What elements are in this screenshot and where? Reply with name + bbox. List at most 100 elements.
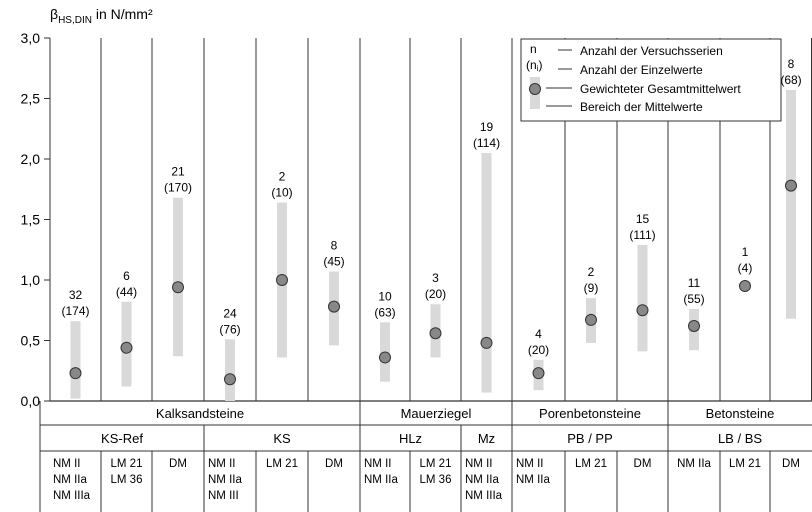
values-count: (4) xyxy=(738,261,753,275)
mean-dot xyxy=(172,281,184,294)
y-tick-label: 0,5 xyxy=(21,333,41,349)
series-count: 8 xyxy=(331,239,338,253)
range-bar xyxy=(225,339,235,401)
mean-dot xyxy=(739,280,751,293)
mortar-label: DM xyxy=(325,458,343,470)
mean-dot xyxy=(636,304,649,317)
mean-dot xyxy=(379,351,391,364)
values-count: (45) xyxy=(323,255,344,269)
group-label: Kalksandsteine xyxy=(156,406,244,421)
mortar-label: LM 36 xyxy=(111,474,143,486)
y-axis: 0,0 0,5 1,0 1,5 2,0 2,5 3,0 xyxy=(21,30,50,409)
range-bar xyxy=(481,152,492,393)
mortar-label: NM IIa xyxy=(53,474,87,486)
mortar-label: NM II xyxy=(516,458,543,470)
legend: n (ni) Anzahl der Versuchsserien Anzahl … xyxy=(520,38,782,122)
group-label: Porenbetonsteine xyxy=(539,406,641,421)
y-tick-label: 2,0 xyxy=(21,151,41,167)
y-tick-label: 3,0 xyxy=(21,30,41,46)
range-bar xyxy=(637,244,648,352)
mean-dot xyxy=(224,373,236,386)
series-count: 2 xyxy=(279,170,286,184)
values-count: (55) xyxy=(683,292,704,306)
category-table: Kalksandsteine Mauerziegel Porenbetonstein… xyxy=(39,401,812,512)
mortar-label: LM 36 xyxy=(420,474,452,486)
legend-item-3: Gewichteter Gesamtmittelwert xyxy=(580,82,741,96)
mortar-label: NM IIa xyxy=(208,474,242,486)
legend-item-4: Bereich der Mittelwerte xyxy=(580,100,703,114)
series-count: 4 xyxy=(535,327,542,341)
range-bars xyxy=(70,90,796,401)
subgroup-label: KS-Ref xyxy=(101,431,143,446)
series-count: 24 xyxy=(223,306,237,320)
series-count: 19 xyxy=(480,120,494,134)
mean-dot xyxy=(120,341,133,354)
mortar-label: LM 21 xyxy=(266,458,298,470)
mortar-label: LM 21 xyxy=(420,458,452,470)
mortar-label: NM IIIa xyxy=(53,490,91,502)
group-label: Mauerziegel xyxy=(401,406,472,421)
values-count: (174) xyxy=(61,304,89,318)
mortar-label: DM xyxy=(169,458,187,470)
mean-dot xyxy=(688,319,700,332)
legend-item-1: Anzahl der Versuchsserien xyxy=(580,44,723,58)
legend-item-2: Anzahl der Einzelwerte xyxy=(580,63,703,77)
values-count: (10) xyxy=(271,186,292,200)
series-count: 3 xyxy=(432,271,439,285)
values-count: (44) xyxy=(116,285,137,299)
legend-box xyxy=(520,38,782,122)
subgroup-label: PB / PP xyxy=(567,431,613,446)
series-count: 1 xyxy=(742,245,749,259)
mortar-label: NM II xyxy=(364,458,391,470)
mortar-label: NM II xyxy=(465,458,492,470)
values-count: (170) xyxy=(164,181,192,195)
mortar-label: LM 21 xyxy=(111,458,143,470)
series-count: 8 xyxy=(788,57,795,71)
mortar-label: LM 21 xyxy=(729,458,761,470)
legend-sym-ni: (ni) xyxy=(526,58,542,73)
group-label: Betonsteine xyxy=(706,406,775,421)
y-tick-label: 0,0 xyxy=(21,393,41,409)
mortar-label: NM III xyxy=(208,490,239,502)
mortar-label: DM xyxy=(634,458,652,470)
series-count: 32 xyxy=(69,288,83,302)
mortar-label: NM II xyxy=(53,458,80,470)
values-count: (20) xyxy=(425,287,446,301)
mean-dot xyxy=(785,179,797,192)
values-count: (114) xyxy=(473,136,500,150)
legend-mean-dot xyxy=(529,83,541,95)
mean-dots xyxy=(69,179,797,386)
values-count: (68) xyxy=(780,73,801,87)
subgroup-label: KS xyxy=(273,431,291,446)
series-count: 2 xyxy=(588,265,595,279)
y-tick-label: 1,5 xyxy=(21,212,41,228)
mortar-label: NM IIa xyxy=(465,474,499,486)
subgroup-label: LB / BS xyxy=(718,431,762,446)
mean-dot xyxy=(69,367,82,380)
mean-dot xyxy=(480,336,493,349)
mean-dot xyxy=(328,300,340,313)
mortar-label: DM xyxy=(782,458,800,470)
y-axis-label: βHS,DIN in N/mm² xyxy=(50,6,153,26)
range-bar xyxy=(173,197,183,357)
mortar-label: NM IIa xyxy=(677,458,711,470)
values-count: (76) xyxy=(219,322,240,336)
series-count: 10 xyxy=(378,289,392,303)
range-bar xyxy=(70,321,81,399)
mortar-label: NM IIIa xyxy=(465,490,503,502)
mean-dot xyxy=(276,274,288,286)
mean-dot xyxy=(532,367,545,380)
values-count: (9) xyxy=(584,281,599,295)
y-tick-label: 1,0 xyxy=(21,272,41,288)
mortar-label: NM II xyxy=(208,458,235,470)
series-count: 15 xyxy=(636,212,650,226)
count-labels: 32(174)6(44)21(170)24(76)2(10)8(45)10(63… xyxy=(61,57,801,357)
mortar-label: LM 21 xyxy=(575,458,607,470)
values-count: (63) xyxy=(374,305,395,319)
series-count: 21 xyxy=(171,165,185,179)
legend-sym-n: n xyxy=(530,42,537,56)
mortar-label: NM IIa xyxy=(364,474,398,486)
values-count: (20) xyxy=(528,343,549,357)
subgroup-label: HLz xyxy=(399,431,422,446)
